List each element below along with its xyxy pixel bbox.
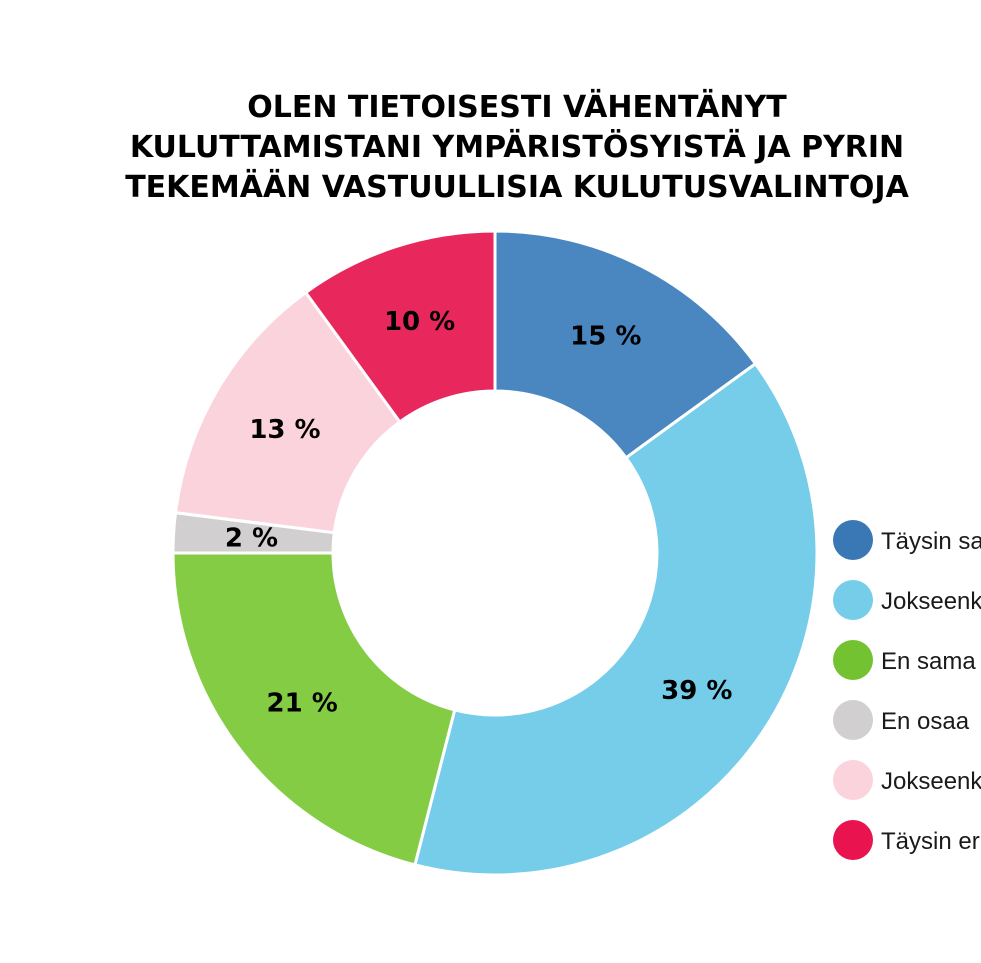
legend-swatch [833,700,873,740]
slice-labels: 15 % 39 % 21 % 2 % 13 % 10 % [225,307,733,719]
legend-swatch [833,640,873,680]
legend-label: Täysin er [881,828,980,855]
donut-slice [173,290,402,535]
legend-label: En sama [881,648,976,675]
slice-value-label: 39 % [661,676,732,706]
legend-label: Täysin sa [881,528,981,555]
slice-value-label: 2 % [225,524,278,554]
chart-title-line: TEKEMÄÄN VASTUULLISIA KULUTUSVALINTOJA [125,170,909,205]
slice-value-label: 10 % [384,307,455,337]
donut-slice [171,551,457,867]
legend-swatch [833,580,873,620]
donut-slice [413,361,819,877]
donut-slice [303,229,497,425]
slice-value-label: 21 % [267,689,338,719]
legend-label: Jokseenk [881,588,981,615]
donut-slice [493,229,758,460]
legend-label: En osaa [881,708,970,735]
legend-label: Jokseenk [881,768,981,795]
slice-value-label: 15 % [570,322,641,352]
legend-swatch [833,820,873,860]
slice-value-label: 13 % [249,415,320,445]
chart-title-line: KULUTTAMISTANI YMPÄRISTÖSYISTÄ JA PYRIN [129,130,905,165]
legend-swatch [833,760,873,800]
legend-swatch [833,520,873,560]
donut-slices [171,229,819,877]
chart-title: OLEN TIETOISESTI VÄHENTÄNYT KULUTTAMISTA… [0,88,981,208]
chart-title-line: OLEN TIETOISESTI VÄHENTÄNYT [247,90,787,125]
legend: Täysin sa Jokseenk En sama En osaa Jokseenk T… [833,520,981,860]
